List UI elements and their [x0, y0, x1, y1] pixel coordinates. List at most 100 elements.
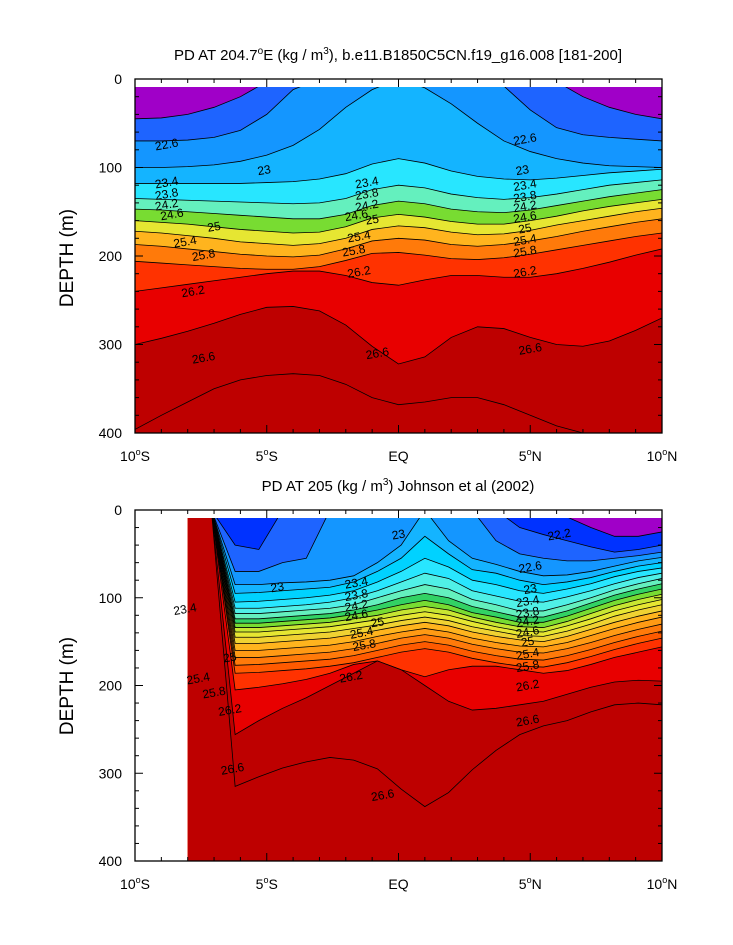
- bottom-isoline-25_6: [212, 518, 662, 666]
- bottom-contour-label: 25.4: [515, 645, 541, 663]
- top-contour-label: 22.6: [512, 130, 538, 148]
- top-contour-label: 26.2: [346, 263, 372, 281]
- top-contour-label: 24.6: [512, 208, 538, 226]
- top-contour-label: 24.2: [512, 197, 538, 215]
- bottom-isoline-26_2: [212, 518, 662, 691]
- top-contour-label: 25: [206, 219, 222, 235]
- top-x-tick-label: 10oS: [120, 447, 150, 464]
- bottom-contour-label: 24.6: [344, 606, 370, 624]
- top-isoline-23_8: [135, 179, 662, 205]
- top-contour-label: 24.2: [354, 197, 380, 215]
- bottom-y-axis-label: DEPTH (m): [57, 637, 78, 735]
- bottom-x-axis: 10oS 5oS EQ 5oN 10oN: [120, 510, 677, 892]
- bottom-contour-label: 23.4: [515, 592, 541, 610]
- top-y-tick-label: 300: [99, 337, 123, 353]
- top-contour-label: 25.4: [346, 228, 372, 246]
- top-y-tick-label: 400: [99, 425, 123, 441]
- bottom-x-tick-label: 10oN: [647, 875, 678, 892]
- top-contour-label: 23.4: [512, 176, 538, 194]
- bottom-isoline-26_8: [211, 518, 662, 808]
- top-y-axis: 0 100 200 300 400: [99, 71, 662, 441]
- bottom-isoline-24_8: [212, 518, 662, 638]
- top-contour-label: 26.6: [518, 340, 544, 358]
- top-isoline-25_8: [135, 232, 662, 270]
- bottom-contour-label: 24.6: [515, 623, 541, 641]
- bottom-isoline-23_8: [212, 518, 662, 614]
- top-contour-label: 24.6: [159, 205, 185, 223]
- bottom-contour-label: 22.6: [518, 558, 544, 576]
- bottom-isoline-23_2: [213, 518, 662, 594]
- bottom-panel: PD AT 205 (kg / m3) Johnson et al (2002)…: [57, 477, 677, 892]
- bottom-contour-label: 22.2: [547, 526, 573, 544]
- bottom-isoline-22_6: [214, 518, 662, 572]
- top-contour-label: 26.6: [365, 344, 391, 362]
- bottom-y-tick-label: 100: [99, 590, 123, 606]
- bottom-isoline-25_8: [212, 518, 662, 674]
- top-y-tick-label: 0: [114, 71, 122, 87]
- bottom-y-tick-label: 0: [114, 502, 122, 518]
- top-isoline-24_6: [135, 198, 662, 234]
- bottom-isoline-24_2: [212, 518, 662, 624]
- bottom-contour-label: 25.4: [186, 670, 212, 688]
- top-contour-label: 26.6: [191, 349, 217, 367]
- top-contour-label: 22.6: [154, 136, 180, 154]
- top-isoline-22_2: [135, 87, 662, 120]
- top-isoline-26_6: [135, 306, 662, 365]
- bottom-isoline-25_2: [212, 518, 662, 651]
- bottom-isoline-23: [213, 518, 662, 585]
- bottom-contour-label: 25.8: [352, 636, 378, 654]
- bottom-contour-label: 23: [391, 526, 407, 542]
- top-y-axis-label: DEPTH (m): [57, 209, 78, 307]
- top-contour-label: 23.8: [354, 185, 380, 203]
- bottom-contour-label: 26.6: [515, 712, 541, 730]
- bottom-contour-label: 26.6: [220, 760, 246, 778]
- top-y-tick-label: 200: [99, 248, 123, 264]
- top-isoline-26_2: [135, 248, 662, 292]
- bottom-contour-label: 25.8: [201, 684, 227, 702]
- bottom-isoline-22_2: [216, 518, 662, 553]
- top-isoline-25: [135, 207, 662, 246]
- bottom-y-tick-label: 400: [99, 853, 123, 869]
- top-panel: PD AT 204.7oE (kg / m3), b.e11.B1850C5CN…: [57, 46, 677, 464]
- top-contour-label: 23.4: [154, 174, 180, 192]
- top-contour-label: 23.4: [354, 174, 380, 192]
- top-y-tick-label: 100: [99, 160, 123, 176]
- bottom-contour-label: 24.2: [515, 612, 541, 630]
- bottom-contour-label: 25: [520, 634, 536, 650]
- bottom-contour-label: 26.6: [370, 786, 396, 804]
- bottom-x-tick-label: EQ: [388, 876, 408, 892]
- bottom-contour-label: 26.2: [515, 677, 541, 695]
- bottom-contour-labels: 23 22.222.623 2323.423.423.423.823.824.224…: [172, 526, 572, 805]
- top-contour-label: 26.2: [512, 263, 538, 281]
- top-isoline-26_8: [135, 373, 586, 433]
- bottom-title: PD AT 205 (kg / m3) Johnson et al (2002): [262, 477, 535, 495]
- bottom-contour-label: 25: [370, 614, 386, 630]
- top-x-tick-label: EQ: [388, 448, 408, 464]
- bottom-contour-label: 23.4: [344, 574, 370, 592]
- bottom-isoline-26_6: [211, 518, 662, 736]
- bottom-isoline-24_4: [212, 518, 662, 628]
- top-contour-label: 24.6: [344, 206, 370, 224]
- top-contour-label: 26.2: [180, 282, 206, 300]
- top-contour-label: 25.4: [172, 233, 198, 251]
- bottom-isoline-23_4: [213, 518, 662, 603]
- bottom-isoline-24: [212, 518, 662, 620]
- top-isoline-24_2: [135, 189, 662, 220]
- bottom-contour-label: 23: [522, 581, 538, 597]
- top-x-axis: 10oS 5oS EQ 5oN 10oN: [120, 79, 677, 464]
- bottom-x-tick-label: 5oN: [519, 875, 542, 892]
- top-contour-label: 24.2: [154, 196, 180, 214]
- top-contour-label: 25.8: [191, 246, 217, 264]
- bottom-band-26_8: [187, 518, 662, 861]
- top-contour-label: 25: [364, 212, 380, 228]
- bottom-isoline-24_6: [212, 518, 662, 633]
- bottom-contour-label: 25.8: [515, 657, 541, 675]
- bottom-y-tick-label: 200: [99, 678, 123, 694]
- top-band-26_8: [135, 373, 583, 433]
- top-x-tick-label: 5oS: [256, 447, 278, 464]
- bottom-contour-label: 23.4: [172, 600, 198, 618]
- bottom-y-tick-label: 300: [99, 765, 123, 781]
